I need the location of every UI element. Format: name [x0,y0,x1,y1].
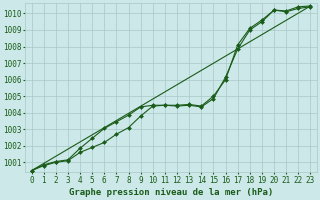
X-axis label: Graphe pression niveau de la mer (hPa): Graphe pression niveau de la mer (hPa) [69,188,273,197]
